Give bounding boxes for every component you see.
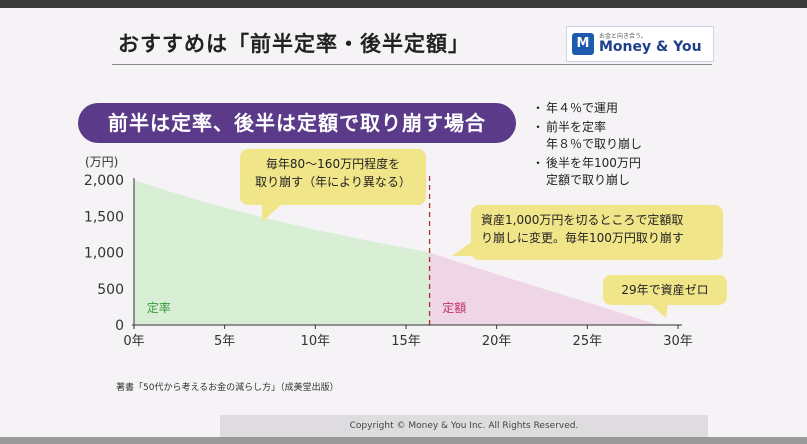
series-label: 定率: [147, 300, 171, 315]
callout-tail: [650, 304, 668, 318]
logo-name: Money & You: [599, 39, 702, 55]
y-tick-label: 2,000: [84, 173, 124, 189]
callout-line: 取り崩す（年により異なる）: [255, 175, 411, 189]
callout-fixed-rate: 毎年80～160万円程度を 取り崩す（年により異なる）: [240, 149, 426, 205]
x-tick-label: 15年: [391, 334, 421, 349]
series-area-0: [134, 180, 430, 325]
x-tick-label: 10年: [301, 334, 331, 349]
note-item: 前半を定率 年８％で取り崩し: [532, 119, 643, 153]
callout-line: 29年で資産ゼロ: [621, 283, 709, 297]
bottom-bar: [0, 437, 807, 444]
logo: M お金と向き合う。 Money & You: [566, 26, 714, 62]
note-item: 年４％で運用: [532, 100, 642, 117]
logo-mark-icon: M: [572, 33, 594, 55]
series-label: 定額: [442, 300, 466, 315]
series-area-1: [429, 252, 660, 325]
callout-line: 資産1,000万円を切るところで定額取: [481, 213, 684, 227]
x-tick-label: 25年: [573, 334, 603, 349]
assumption-notes: 年４％で運用 前半を定率 年８％で取り崩し 後半を年100万円 定額で取り崩し: [532, 100, 643, 191]
book-reference: 著書「50代から考えるお金の減らし方」（成美堂出版）: [116, 383, 339, 393]
y-tick-label: 1,000: [84, 246, 124, 262]
note-line: 年４％で運用: [546, 101, 619, 115]
note-line: 前半を定率: [546, 120, 607, 134]
callout-tail: [262, 204, 282, 222]
headline-banner: 前半は定率、後半は定額で取り崩す場合: [78, 103, 516, 143]
title-rule: [112, 64, 712, 65]
x-tick-label: 30年: [663, 334, 693, 349]
x-tick-label: 0年: [123, 334, 144, 349]
note-line: 後半を年100万円: [546, 156, 641, 170]
slide-title: おすすめは「前半定率・後半定額」: [118, 32, 470, 56]
copyright-footer: Copyright © Money & You Inc. All Rights …: [220, 415, 708, 437]
callout-line: 毎年80～160万円程度を: [265, 157, 401, 171]
callout-tail: [452, 240, 474, 256]
callout-zero: 29年で資産ゼロ: [603, 275, 727, 305]
callout-line: り崩しに変更。毎年100万円取り崩す: [481, 231, 684, 245]
note-item: 後半を年100万円 定額で取り崩し: [532, 155, 642, 189]
y-tick-label: 500: [97, 282, 124, 298]
logo-tagline: お金と向き合う。: [599, 33, 647, 40]
note-line: 定額で取り崩し: [546, 173, 631, 187]
note-line: 年８％で取り崩し: [546, 137, 643, 151]
y-tick-label: 1,500: [84, 209, 124, 225]
x-tick-label: 20年: [482, 334, 512, 349]
top-bar: [0, 0, 807, 8]
callout-switch: 資産1,000万円を切るところで定額取 り崩しに変更。毎年100万円取り崩す: [471, 205, 723, 260]
x-tick-label: 5年: [214, 334, 235, 349]
y-axis-unit: (万円): [85, 155, 118, 169]
y-tick-label: 0: [115, 318, 124, 334]
